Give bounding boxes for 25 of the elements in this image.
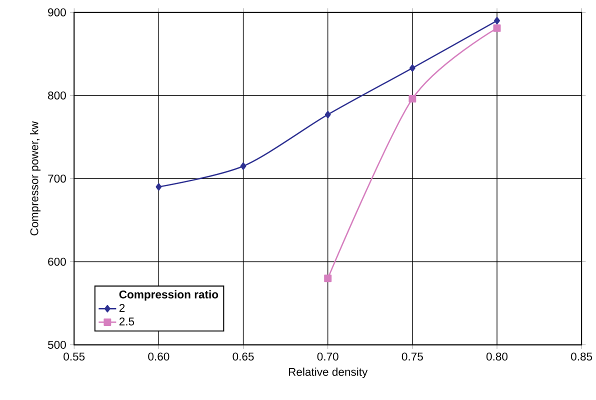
legend-title: Compression ratio	[119, 290, 218, 300]
x-tick-label: 0.85	[571, 352, 592, 360]
point	[156, 182, 162, 190]
point	[324, 274, 332, 282]
legend-label: 2.5	[119, 317, 134, 326]
x-tick-label: 0.75	[402, 352, 423, 360]
x-tick-label: 0.60	[148, 352, 170, 360]
y-axis-title: Compressor power, kw	[30, 121, 41, 236]
x-axis-title: Relative density	[288, 367, 368, 378]
point	[240, 162, 246, 170]
point	[494, 16, 500, 24]
y-tick-label: 700	[48, 174, 66, 182]
legend-label: 2	[119, 304, 125, 312]
point	[493, 24, 501, 32]
y-tick-label: 800	[48, 91, 66, 100]
point	[409, 64, 416, 72]
x-tick-label: 0.55	[64, 352, 85, 360]
x-tick-label: 0.65	[232, 352, 254, 360]
x-tick-label: 0.70	[317, 352, 338, 360]
y-tick-label: 500	[48, 340, 66, 349]
y-tick-label: 600	[48, 258, 66, 266]
point	[408, 94, 416, 102]
point	[324, 110, 331, 118]
y-tick-label: 900	[48, 8, 66, 16]
x-tick-label: 0.80	[486, 352, 508, 360]
